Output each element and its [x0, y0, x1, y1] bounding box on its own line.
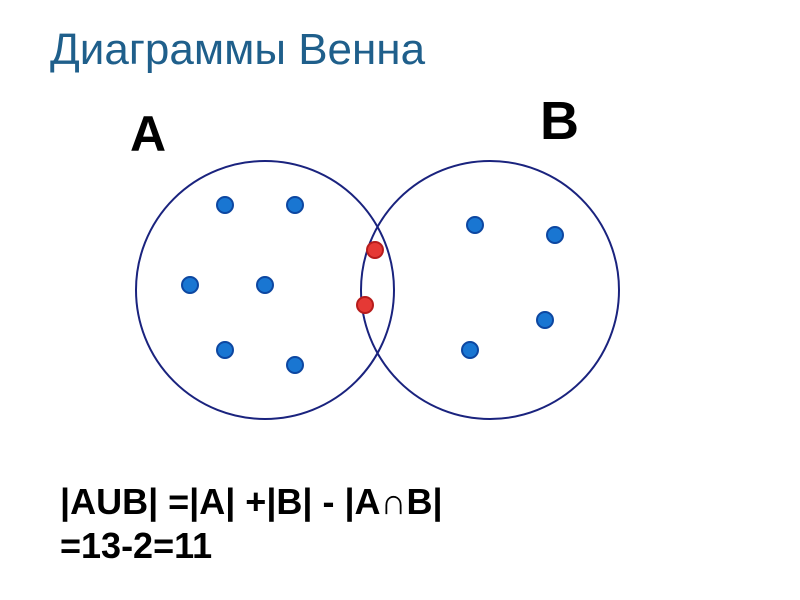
dot-intersection	[356, 296, 374, 314]
dot-set-b	[461, 341, 479, 359]
page-title: Диаграммы Венна	[50, 25, 425, 75]
venn-circle-b	[360, 160, 620, 420]
formula-line-1: |AUB| =|A| +|B| - |A∩B|	[60, 480, 443, 524]
dot-set-b	[466, 216, 484, 234]
dot-set-a	[286, 356, 304, 374]
dot-intersection	[366, 241, 384, 259]
formula-text: |AUB| =|A| +|B| - |A∩B| =13-2=11	[60, 480, 443, 568]
formula-line-2: =13-2=11	[60, 524, 443, 568]
dot-set-a	[216, 196, 234, 214]
label-set-b: B	[540, 90, 579, 152]
label-set-a: A	[130, 105, 166, 163]
dot-set-a	[256, 276, 274, 294]
dot-set-a	[216, 341, 234, 359]
dot-set-b	[546, 226, 564, 244]
dot-set-a	[181, 276, 199, 294]
dot-set-a	[286, 196, 304, 214]
dot-set-b	[536, 311, 554, 329]
